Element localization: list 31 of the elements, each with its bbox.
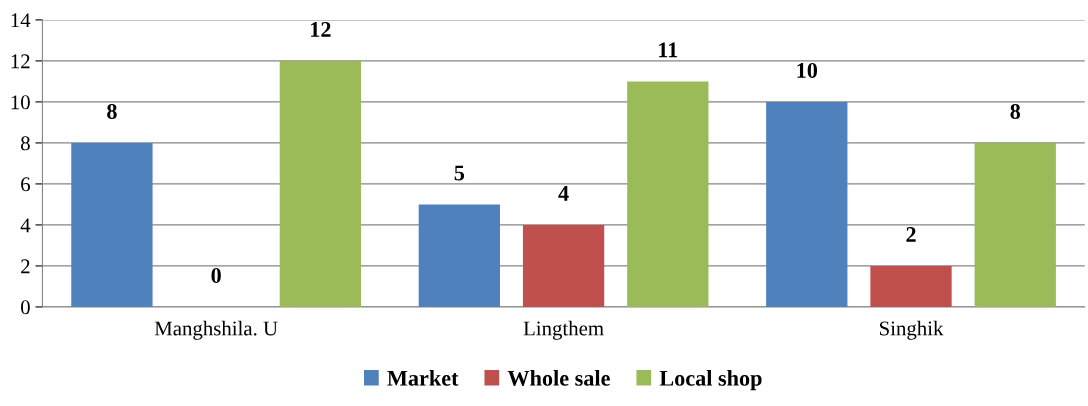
- y-tick-label: 10: [11, 95, 30, 110]
- data-label: 12: [311, 22, 331, 37]
- data-label: 8: [1010, 103, 1021, 119]
- bar: [522, 224, 605, 307]
- bar: [279, 60, 362, 307]
- data-label: 8: [107, 103, 117, 119]
- legend-label: Whole sale: [507, 370, 610, 386]
- y-tick-label: 0: [21, 300, 30, 315]
- x-tick-label: Lingthem: [523, 320, 604, 340]
- bar: [766, 101, 848, 307]
- x-tick-label: Singhik: [880, 320, 944, 340]
- bar: [418, 204, 500, 307]
- y-tick-label: 8: [21, 136, 30, 151]
- data-label: 2: [906, 227, 916, 242]
- legend-label: Local shop: [659, 370, 762, 391]
- data-label: 10: [797, 62, 818, 78]
- y-tick-label: 12: [11, 54, 30, 69]
- bar: [870, 265, 952, 307]
- y-tick-label: 14: [11, 13, 31, 28]
- bar: [71, 142, 153, 307]
- data-label: 0: [211, 267, 221, 283]
- data-label: 5: [454, 165, 465, 181]
- data-label: 11: [659, 42, 678, 58]
- y-tick-label: 4: [20, 218, 31, 233]
- y-tick-label: 2: [21, 259, 30, 274]
- bar: [974, 142, 1056, 307]
- bar: [627, 81, 709, 307]
- data-label: 4: [558, 186, 569, 201]
- x-tick-label: Manghshila. U: [154, 320, 278, 340]
- y-tick-label: 6: [21, 177, 30, 192]
- legend-label: Market: [387, 370, 459, 386]
